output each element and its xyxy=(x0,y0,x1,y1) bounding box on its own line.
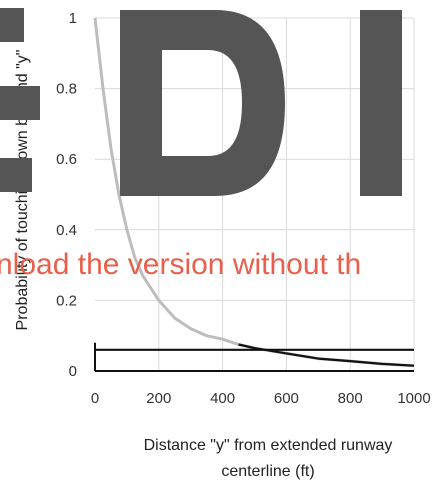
y-tick-label: 0.4 xyxy=(56,222,77,239)
x-axis-title-line2: centerline (ft) xyxy=(221,463,314,480)
watermark-letter-d xyxy=(120,10,285,196)
x-tick-label: 800 xyxy=(338,390,363,407)
axes xyxy=(94,342,414,372)
x-tick-label: 400 xyxy=(210,390,235,407)
tick-labels: 0 0.2 0.4 0.6 0.8 1 0 200 400 600 800 1000 xyxy=(56,10,431,407)
x-tick-label: 600 xyxy=(274,390,299,407)
x-tick-label: 1000 xyxy=(397,390,430,407)
watermark-block-low xyxy=(0,158,32,192)
watermark-block-mid xyxy=(0,86,40,120)
y-tick-label: 1 xyxy=(69,10,77,27)
y-tick-label: 0 xyxy=(69,363,77,380)
y-tick-label: 0.6 xyxy=(56,151,77,168)
watermark-text: nload the version without th xyxy=(0,248,361,281)
y-tick-label: 0.2 xyxy=(56,292,77,309)
x-tick-label: 200 xyxy=(146,390,171,407)
series-layer xyxy=(93,17,415,368)
series-line xyxy=(238,343,415,367)
x-tick-label: 0 xyxy=(91,390,99,407)
watermark-block-top xyxy=(0,8,24,42)
watermark: nload the version without th xyxy=(0,8,402,281)
y-tick-label: 0.8 xyxy=(56,81,77,98)
watermark-letter-i xyxy=(360,10,402,196)
x-axis-title-line1: Distance "y" from extended runway xyxy=(144,437,393,454)
